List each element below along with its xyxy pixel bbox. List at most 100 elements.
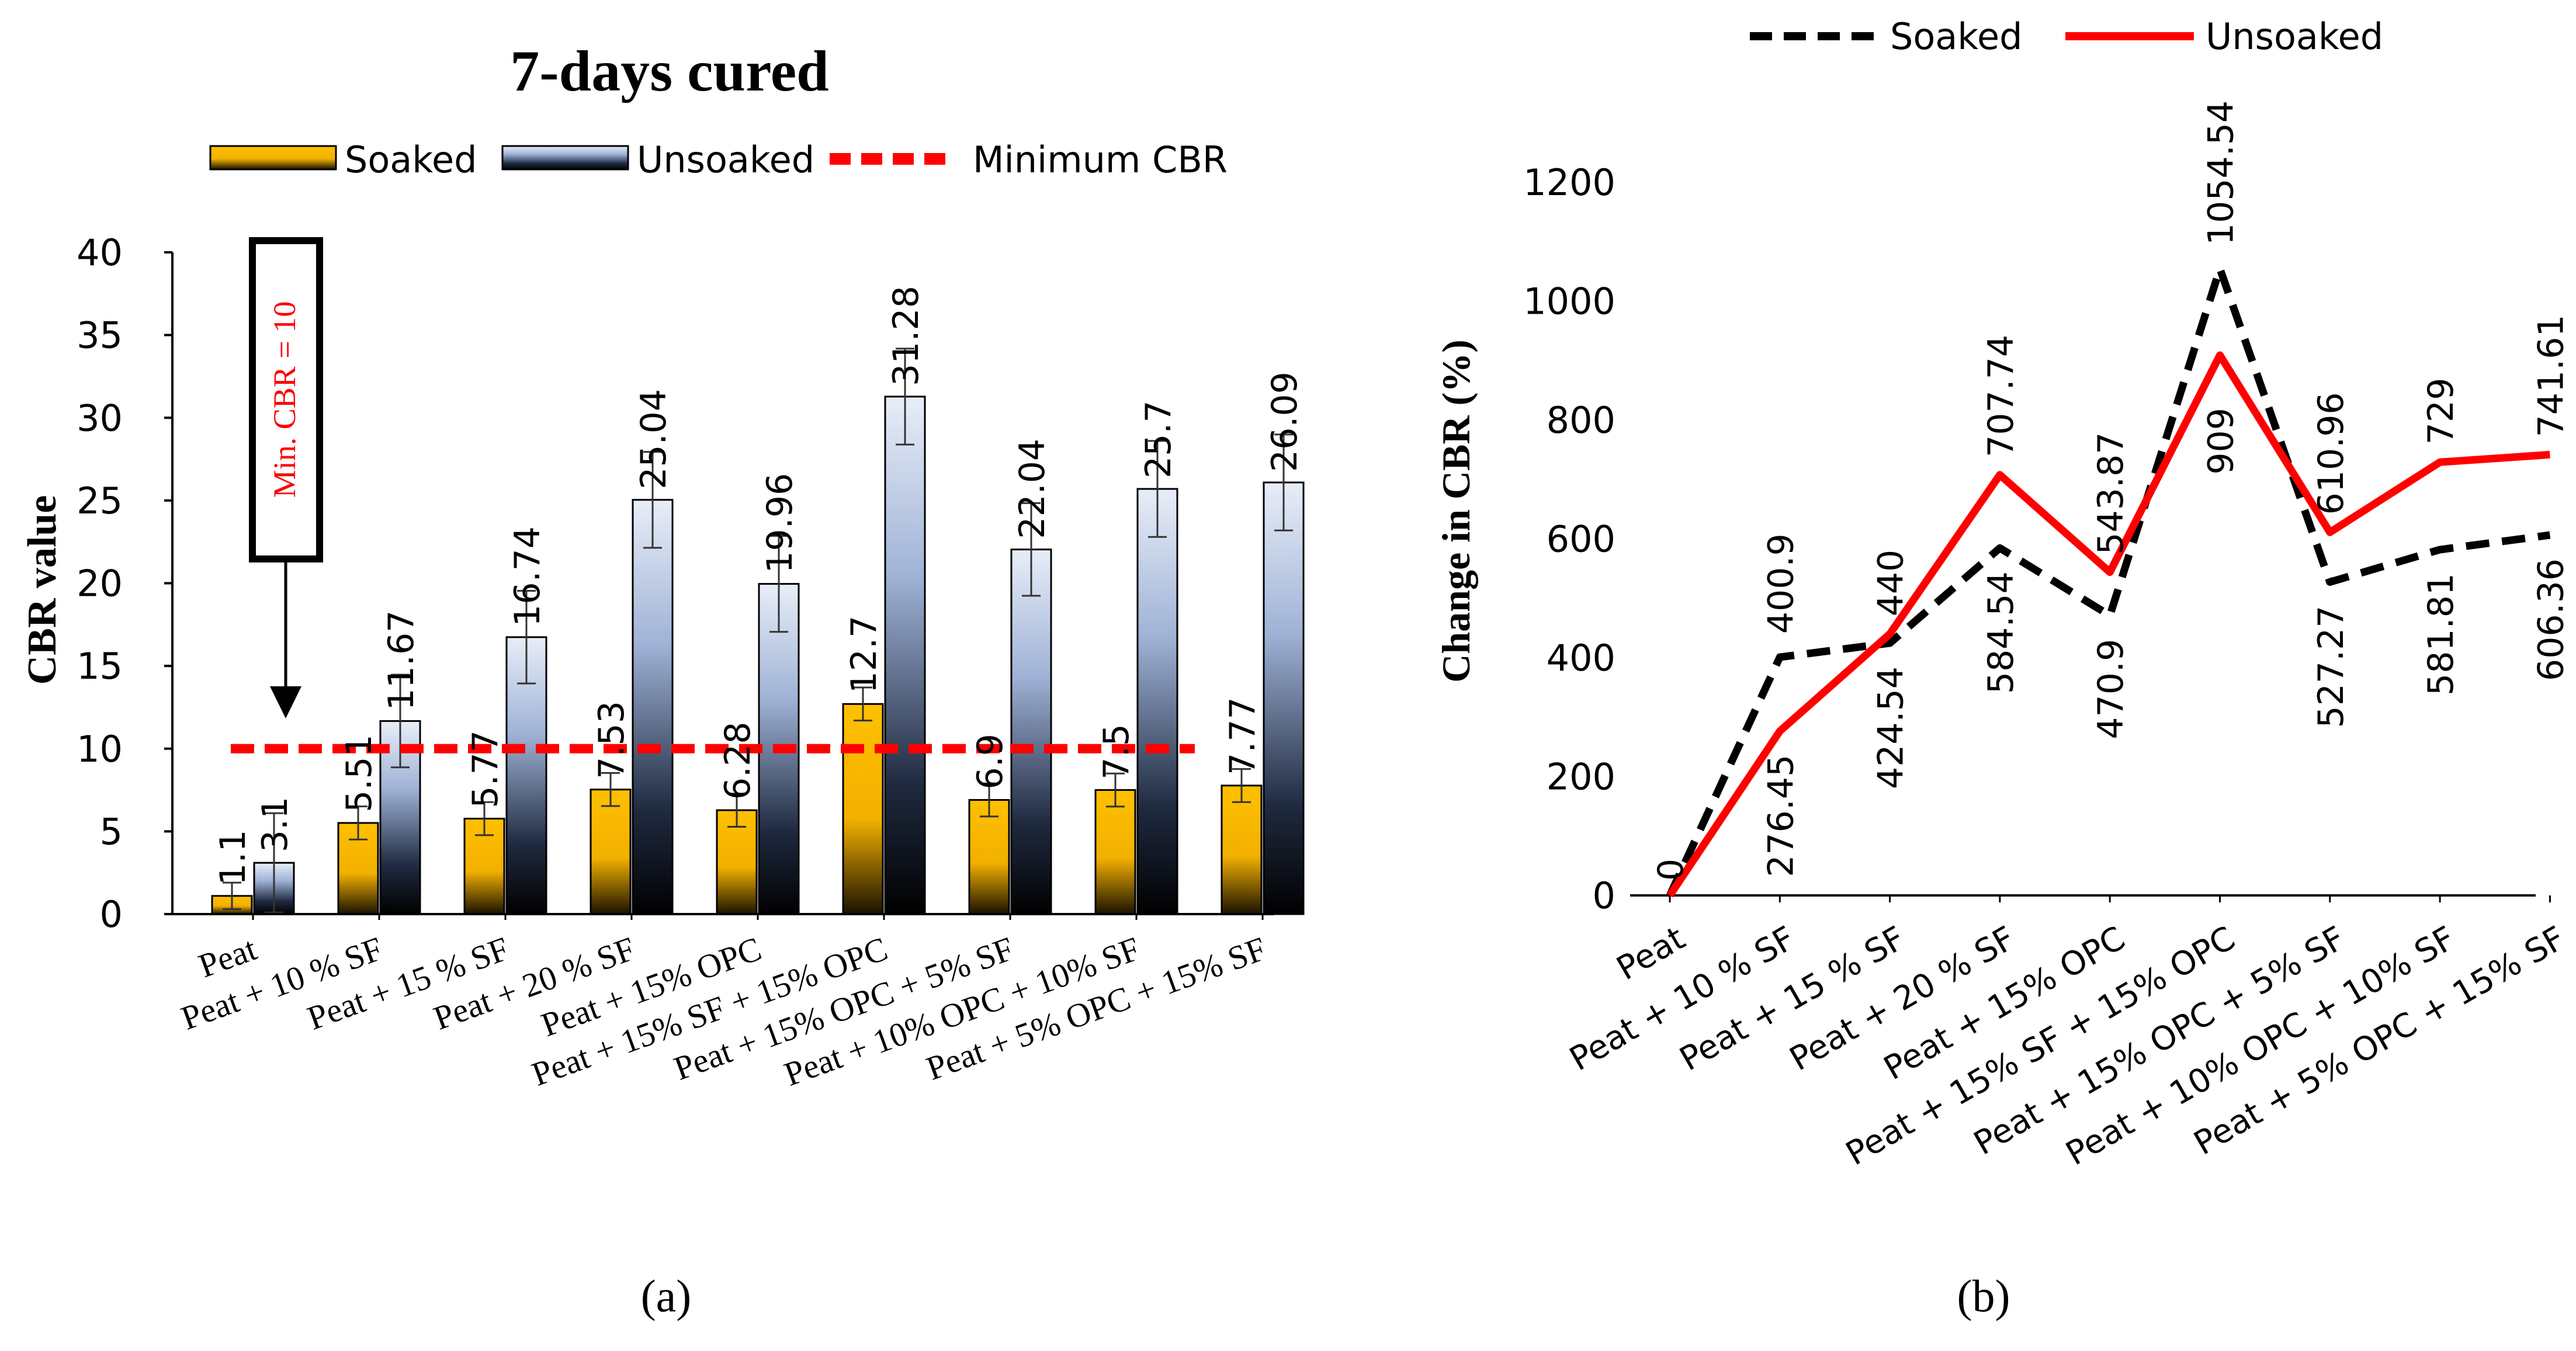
data-label-soaked-4: 6.28: [717, 722, 758, 800]
data-label-b-unsoaked-8: 741.61: [2530, 314, 2571, 437]
data-label-soaked-8: 7.77: [1222, 697, 1263, 775]
data-label-b-soaked-0: 0: [1651, 859, 1691, 881]
data-label-soaked-0: 1.1: [213, 829, 254, 885]
chart-a-y-axis-label: CBR value: [20, 495, 65, 685]
bar-unsoaked-7: [1136, 488, 1178, 915]
data-label-unsoaked-4: 19.96: [760, 473, 800, 574]
legend-b-unsoaked-label: Unsoaked: [2206, 15, 2383, 58]
min-cbr-annotation-box: [249, 237, 323, 562]
chart-a-y-tick-label: 0: [100, 893, 123, 936]
legend-a-minimum-label: Minimum CBR: [973, 138, 1228, 181]
chart-a-axes: [171, 252, 1274, 915]
bar-unsoaked-5: [884, 395, 926, 915]
min-cbr-annotation-text: Min. CBR = 10: [267, 301, 302, 498]
bar-soaked-3: [590, 789, 632, 915]
data-label-b-unsoaked-4: 543.87: [2090, 432, 2131, 555]
chart-a-y-tick-label: 15: [77, 645, 123, 687]
data-label-unsoaked-0: 3.1: [255, 797, 296, 852]
data-label-b-unsoaked-6: 610.96: [2311, 392, 2352, 515]
data-label-b-soaked-7: 581.81: [2421, 573, 2461, 696]
error-bar-soaked-3: [601, 772, 620, 807]
chart-b-data-labels: 0 400.9 424.54 584.54 470.9 1054.54 527.27 581.…: [1651, 100, 2571, 881]
error-bar-soaked-5: [854, 686, 872, 722]
data-label-unsoaked-2: 16.74: [507, 526, 548, 627]
bar-soaked-7: [1094, 789, 1136, 915]
chart-b-legend: Soaked Unsoaked: [1750, 15, 2383, 58]
data-label-b-soaked-6: 527.27: [2311, 606, 2352, 728]
error-bar-soaked-6: [980, 782, 998, 818]
chart-b-y-tick-label: 0: [1593, 874, 1615, 917]
legend-a-unsoaked-label: Unsoaked: [637, 138, 814, 181]
bar-unsoaked-3: [632, 499, 674, 915]
data-label-unsoaked-7: 25.7: [1138, 400, 1179, 478]
line-unsoaked: [1666, 351, 2550, 898]
chart-a-y-tick-label: 35: [77, 314, 123, 357]
data-label-b-soaked-8: 606.36: [2530, 558, 2571, 681]
chart-a-caption: (a): [641, 1270, 692, 1321]
chart-b-y-tick-label: 800: [1547, 399, 1615, 442]
data-label-b-unsoaked-3: 707.74: [1981, 335, 2022, 457]
data-label-b-unsoaked-5: 909: [2201, 408, 2242, 475]
legend-a-soaked-label: Soaked: [345, 138, 477, 181]
bar-unsoaked-8: [1263, 481, 1305, 915]
bar-soaked-6: [968, 799, 1010, 915]
chart-a-title: 7-days cured: [510, 39, 828, 103]
data-label-soaked-3: 7.53: [591, 701, 632, 779]
line-soaked: [1666, 265, 2551, 897]
chart-a-legend: Soaked Unsoaked Minimum CBR: [209, 138, 1228, 181]
chart-a-error-bars: [223, 348, 1293, 914]
chart-b-y-axis-label: Change in CBR (%): [1434, 339, 1478, 683]
data-label-soaked-7: 7.5: [1096, 724, 1137, 779]
chart-a-y-tick-label: 10: [77, 728, 123, 770]
chart-b-y-tick-label: 1000: [1523, 280, 1615, 323]
data-label-unsoaked-1: 11.67: [381, 610, 422, 711]
data-label-soaked-6: 6.9: [970, 734, 1011, 789]
error-bar-unsoaked-2: [517, 590, 536, 685]
chart-a-y-tick-label: 25: [77, 480, 123, 522]
error-bar-unsoaked-8: [1274, 433, 1293, 532]
chart-b-y-tick-label: 400: [1547, 637, 1615, 679]
chart-a-y-tick-label: 30: [77, 397, 123, 439]
data-label-b-unsoaked-1: 276.45: [1760, 755, 1801, 877]
chart-a-y-tick-label: 20: [77, 562, 123, 605]
legend-a-unsoaked-swatch: [501, 145, 629, 171]
chart-b-y-ticks: 0 200 400 600 800 1000 1200: [1523, 161, 1615, 917]
error-bar-unsoaked-3: [643, 451, 662, 549]
chart-a-y-tick-label: 5: [100, 810, 123, 853]
chart-b-y-tick-label: 1200: [1523, 161, 1615, 204]
data-label-soaked-1: 5.51: [339, 734, 380, 812]
error-bar-soaked-8: [1232, 768, 1251, 803]
chart-b: Soaked Unsoaked Change in CBR (%) 0 200 40…: [1434, 15, 2571, 1321]
data-label-b-unsoaked-2: 440: [1871, 550, 1912, 617]
data-label-b-soaked-5: 1054.54: [2201, 100, 2242, 245]
error-bar-soaked-1: [349, 805, 367, 841]
data-label-b-soaked-4: 470.9: [2090, 639, 2131, 739]
bar-soaked-5: [842, 703, 884, 915]
chart-b-y-tick-label: 600: [1547, 518, 1615, 561]
error-bar-unsoaked-6: [1022, 502, 1041, 597]
bar-unsoaked-6: [1010, 548, 1052, 915]
error-bar-soaked-2: [475, 801, 494, 836]
error-bar-soaked-0: [223, 881, 241, 911]
chart-b-caption: (b): [1957, 1270, 2010, 1321]
data-label-unsoaked-6: 22.04: [1012, 439, 1053, 539]
legend-b-soaked-label: Soaked: [1890, 15, 2022, 58]
error-bar-soaked-7: [1106, 772, 1125, 808]
chart-b-lines: [1666, 265, 2551, 898]
chart-b-y-tick-label: 200: [1547, 756, 1615, 798]
chart-a-y-tick-label: 40: [77, 231, 123, 274]
error-bar-unsoaked-5: [896, 348, 914, 446]
data-label-unsoaked-3: 25.04: [633, 389, 674, 489]
min-cbr-annotation: Min. CBR = 10: [249, 237, 323, 718]
data-label-b-soaked-1: 400.9: [1760, 533, 1801, 634]
data-label-b-unsoaked-7: 729: [2421, 378, 2461, 445]
error-bar-unsoaked-4: [769, 534, 788, 633]
legend-a-soaked-swatch: [209, 145, 337, 171]
min-cbr-annotation-arrowhead: [270, 686, 301, 718]
data-label-unsoaked-5: 31.28: [886, 286, 927, 386]
chart-b-x-label-0: Peat: [1610, 919, 1691, 988]
